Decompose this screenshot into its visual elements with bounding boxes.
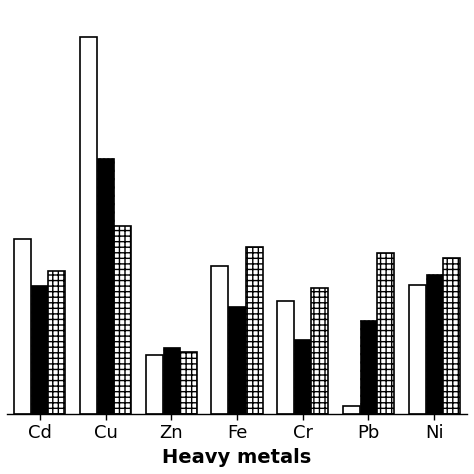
Bar: [14, 239, 31, 414]
Bar: [409, 285, 426, 414]
X-axis label: Heavy metals: Heavy metals: [163, 448, 311, 467]
Bar: [180, 352, 197, 414]
Bar: [343, 406, 360, 414]
Bar: [146, 355, 163, 414]
Bar: [311, 288, 328, 414]
Bar: [211, 266, 228, 414]
Bar: [360, 320, 377, 414]
Bar: [48, 272, 65, 414]
Bar: [443, 258, 460, 414]
Bar: [426, 274, 443, 414]
Bar: [163, 347, 180, 414]
Bar: [246, 247, 263, 414]
Bar: [80, 37, 97, 414]
Bar: [114, 226, 131, 414]
Bar: [228, 306, 246, 414]
Bar: [31, 285, 48, 414]
Bar: [377, 253, 394, 414]
Bar: [277, 301, 294, 414]
Bar: [97, 158, 114, 414]
Bar: [294, 339, 311, 414]
